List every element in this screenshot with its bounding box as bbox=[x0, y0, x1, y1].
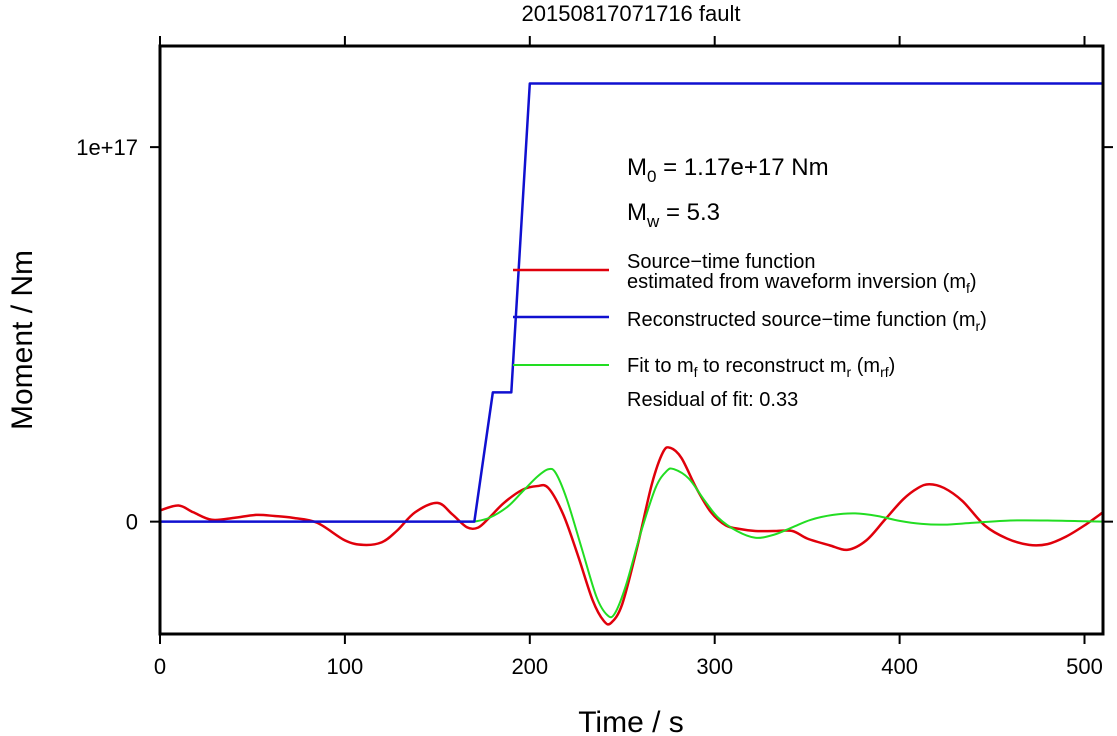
legend-text: ) bbox=[970, 271, 977, 293]
x-tick-label: 500 bbox=[1066, 654, 1103, 679]
mw-annotation: Mw = 5.3 bbox=[627, 199, 720, 231]
legend-text: to reconstruct m bbox=[698, 355, 847, 377]
legend-subscript: r bbox=[976, 318, 981, 334]
mw-value: = 5.3 bbox=[659, 199, 720, 226]
legend-text: ) bbox=[889, 355, 896, 377]
chart-title: 20150817071716 fault bbox=[522, 1, 741, 26]
legend: Source−time function estimated from wave… bbox=[513, 251, 987, 411]
legend-subscript: f bbox=[966, 280, 970, 296]
mw-symbol: M bbox=[627, 199, 647, 226]
y-tick-label: 0 bbox=[126, 510, 138, 535]
x-tick-label: 100 bbox=[327, 654, 364, 679]
m0-annotation: M0 = 1.17e+17 Nm bbox=[627, 154, 829, 186]
series-source-time-function bbox=[160, 446, 1103, 626]
legend-label-source-time-line2: estimated from waveform inversion (mf) bbox=[627, 271, 977, 296]
legend-subscript: rf bbox=[880, 364, 889, 380]
series-layer bbox=[160, 82, 1103, 626]
x-axis: 0 100 200 300 400 500 bbox=[154, 36, 1103, 679]
residual-annotation: Residual of fit: 0.33 bbox=[627, 389, 798, 411]
y-tick-label: 1e+17 bbox=[76, 135, 138, 160]
legend-subscript: f bbox=[694, 364, 698, 380]
y-axis-label: Moment / Nm bbox=[6, 250, 39, 430]
x-tick-label: 400 bbox=[881, 654, 918, 679]
m0-symbol: M bbox=[627, 154, 647, 181]
y-axis: 0 1e+17 bbox=[76, 135, 1113, 535]
legend-text: ) bbox=[980, 309, 987, 331]
mw-subscript: w bbox=[646, 212, 660, 231]
plot-frame bbox=[158, 44, 1105, 636]
legend-label-fit: Fit to mf to reconstruct mr (mrf) bbox=[627, 355, 895, 380]
legend-text: estimated from waveform inversion (m bbox=[627, 271, 966, 293]
x-tick-label: 300 bbox=[696, 654, 733, 679]
legend-text: Fit to m bbox=[627, 355, 694, 377]
legend-text: Reconstructed source−time function (m bbox=[627, 309, 976, 331]
m0-subscript: 0 bbox=[647, 167, 656, 186]
legend-label-reconstructed: Reconstructed source−time function (mr) bbox=[627, 309, 987, 334]
legend-subscript: r bbox=[847, 364, 852, 380]
x-tick-label: 0 bbox=[154, 654, 166, 679]
legend-text: (m bbox=[851, 355, 880, 377]
x-tick-label: 200 bbox=[511, 654, 548, 679]
x-axis-label: Time / s bbox=[578, 706, 684, 736]
legend-label-source-time-line1: Source−time function bbox=[627, 251, 815, 273]
series-fit bbox=[474, 467, 1103, 619]
m0-value: = 1.17e+17 Nm bbox=[656, 154, 828, 181]
series-reconstructed bbox=[160, 82, 1103, 523]
